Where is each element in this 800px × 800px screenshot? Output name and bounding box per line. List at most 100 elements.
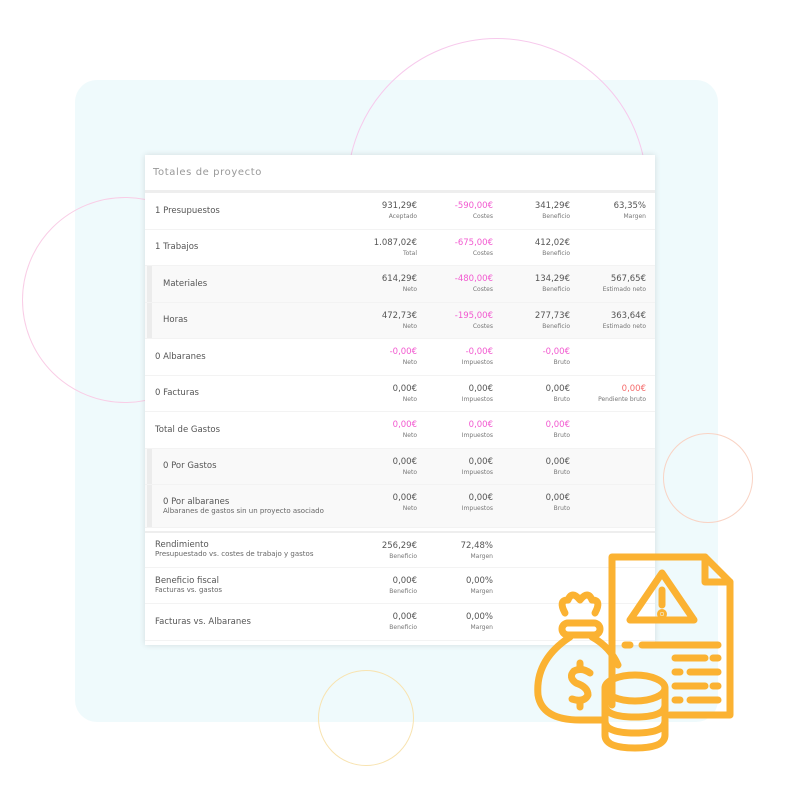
cell-value: 0,00€ [545, 456, 570, 467]
value-cell: 0,00% Margen [466, 575, 493, 596]
decorative-circle [663, 433, 753, 523]
cell-value: 0,00€ [392, 493, 417, 503]
cell-value: -675,00€ [454, 237, 493, 248]
table-row: Materiales 614,29€ Neto -480,00€ Costes 134,2… [145, 266, 655, 303]
cell-caption: Pendiente bruto [598, 395, 646, 403]
cell-caption: Estimado neto [602, 322, 646, 330]
cell-caption: Beneficio [542, 322, 570, 330]
table-row: 0 Por albaranes Albaranes de gastos sin u… [145, 485, 655, 528]
table-row: 1 Presupuestos 931,29€ Aceptado -590,00€ Cos… [145, 193, 655, 230]
cell-value: 0,00€ [392, 456, 417, 467]
cell-caption: Beneficio [389, 587, 417, 595]
row-subtitle: Albaranes de gastos sin un proyecto asoc… [163, 506, 324, 515]
value-cell: -0,00€ Impuestos [462, 346, 493, 367]
cell-value: 0,00€ [392, 575, 417, 586]
value-cell: -0,00€ Neto [390, 346, 417, 367]
row-label: 0 Albaranes [155, 352, 206, 362]
row-title: Beneficio fiscal [155, 575, 219, 586]
value-cell: 0,00€ Bruto [546, 383, 570, 404]
value-cell: 0,00€ Neto [393, 492, 417, 513]
cell-value: 412,02€ [534, 237, 570, 248]
row-label: 1 Trabajos [155, 242, 198, 252]
cell-caption: Margen [470, 624, 493, 631]
cell-value: 363,64€ [610, 310, 646, 321]
cell-value: -480,00€ [454, 274, 493, 284]
row-label: 0 Por Gastos [163, 461, 217, 471]
cell-value: 0,00€ [621, 383, 646, 394]
value-cell: 72,48% Margen [461, 540, 493, 561]
cell-value: 567,65€ [610, 274, 646, 284]
cell-caption: Estimado neto [602, 286, 646, 293]
row-title: Total de Gastos [155, 424, 221, 435]
cell-caption: Beneficio [542, 286, 570, 293]
cell-value: 256,29€ [381, 541, 417, 551]
value-cell: 614,29€ Neto [382, 273, 417, 294]
cell-caption: Neto [402, 395, 417, 403]
cell-value: 0,00€ [545, 493, 570, 503]
value-cell: 256,29€ Beneficio [382, 540, 417, 561]
cell-caption: Costes [472, 249, 493, 257]
cell-value: 931,29€ [381, 201, 417, 211]
value-cell: 472,73€ Neto [382, 310, 417, 331]
row-label: Total de Gastos [155, 425, 220, 435]
cell-value: 277,73€ [534, 310, 570, 321]
cell-caption: Neto [402, 505, 417, 512]
decorative-circle [318, 670, 414, 766]
cell-value: 0,00% [465, 575, 493, 586]
cell-caption: Total [402, 249, 417, 257]
cell-value: 134,29€ [534, 274, 570, 284]
row-title: 1 Presupuestos [155, 205, 220, 216]
table-row: Horas 472,73€ Neto -195,00€ Costes 277,73€ Ben… [145, 302, 655, 339]
row-title: 0 Por albaranes [163, 496, 230, 507]
value-cell: -195,00€ Costes [455, 310, 493, 331]
cell-caption: Margen [470, 587, 493, 595]
table-row: Beneficio fiscal Facturas vs. gastos 0,00€… [145, 568, 655, 604]
value-cell: 412,02€ Beneficio [535, 237, 570, 258]
cell-caption: Aceptado [388, 213, 417, 220]
row-title: Rendimiento [155, 540, 209, 551]
row-subtitle: Presupuestado vs. costes de trabajo y ga… [155, 550, 314, 559]
cell-caption: Impuestos [461, 359, 493, 366]
cell-value: 1.087,02€ [373, 237, 417, 248]
cell-value: 0,00€ [468, 420, 493, 430]
row-label: Horas [163, 315, 188, 325]
cell-caption: Impuestos [461, 505, 493, 512]
row-subtitle: Facturas vs. gastos [155, 585, 223, 594]
cell-caption: Bruto [553, 505, 570, 512]
cell-caption: Costes [472, 322, 493, 330]
cell-value: 472,73€ [381, 310, 417, 321]
row-label: 0 Facturas [155, 388, 199, 398]
card-title: Totales de proyecto [145, 155, 655, 193]
cell-value: 341,29€ [534, 201, 570, 211]
cell-caption: Impuestos [461, 395, 493, 403]
value-cell: -675,00€ Costes [455, 237, 493, 258]
value-cell: 0,00€ Impuestos [462, 383, 493, 404]
cell-value: 63,35% [613, 201, 646, 211]
cell-value: 0,00€ [545, 383, 570, 394]
value-cell: 567,65€ Estimado neto [603, 273, 646, 294]
value-cell: 0,00€ Bruto [546, 419, 570, 440]
row-label: 0 Por albaranes Albaranes de gastos sin u… [163, 497, 324, 516]
value-cell: 0,00€ Neto [393, 456, 417, 477]
cell-caption: Impuestos [461, 432, 493, 439]
cell-value: -195,00€ [454, 310, 493, 321]
row-title: Facturas vs. Albaranes [155, 616, 251, 627]
table-row: 0 Facturas 0,00€ Neto 0,00€ Impuestos 0,00€ Br… [145, 376, 655, 412]
value-cell: 0,00€ Neto [393, 419, 417, 440]
cell-caption: Bruto [553, 395, 570, 403]
cell-value: 0,00€ [468, 383, 493, 394]
cell-value: 0,00€ [392, 383, 417, 394]
cell-value: 614,29€ [381, 274, 417, 284]
row-title: 0 Por Gastos [163, 461, 217, 472]
value-cell: 0,00€ Bruto [546, 456, 570, 477]
table-row: 0 Albaranes -0,00€ Neto -0,00€ Impuestos -0,0… [145, 339, 655, 376]
cell-value: -0,00€ [465, 347, 493, 357]
value-cell: 134,29€ Beneficio [535, 273, 570, 294]
cell-value: -0,00€ [389, 347, 417, 357]
row-title: Horas [163, 315, 188, 326]
cell-caption: Neto [402, 286, 417, 293]
row-label: Materiales [163, 279, 207, 289]
table-row: 1 Trabajos 1.087,02€ Total -675,00€ Costes 41… [145, 230, 655, 266]
value-cell: 0,00€ Impuestos [462, 419, 493, 440]
row-title: 0 Facturas [155, 388, 199, 399]
